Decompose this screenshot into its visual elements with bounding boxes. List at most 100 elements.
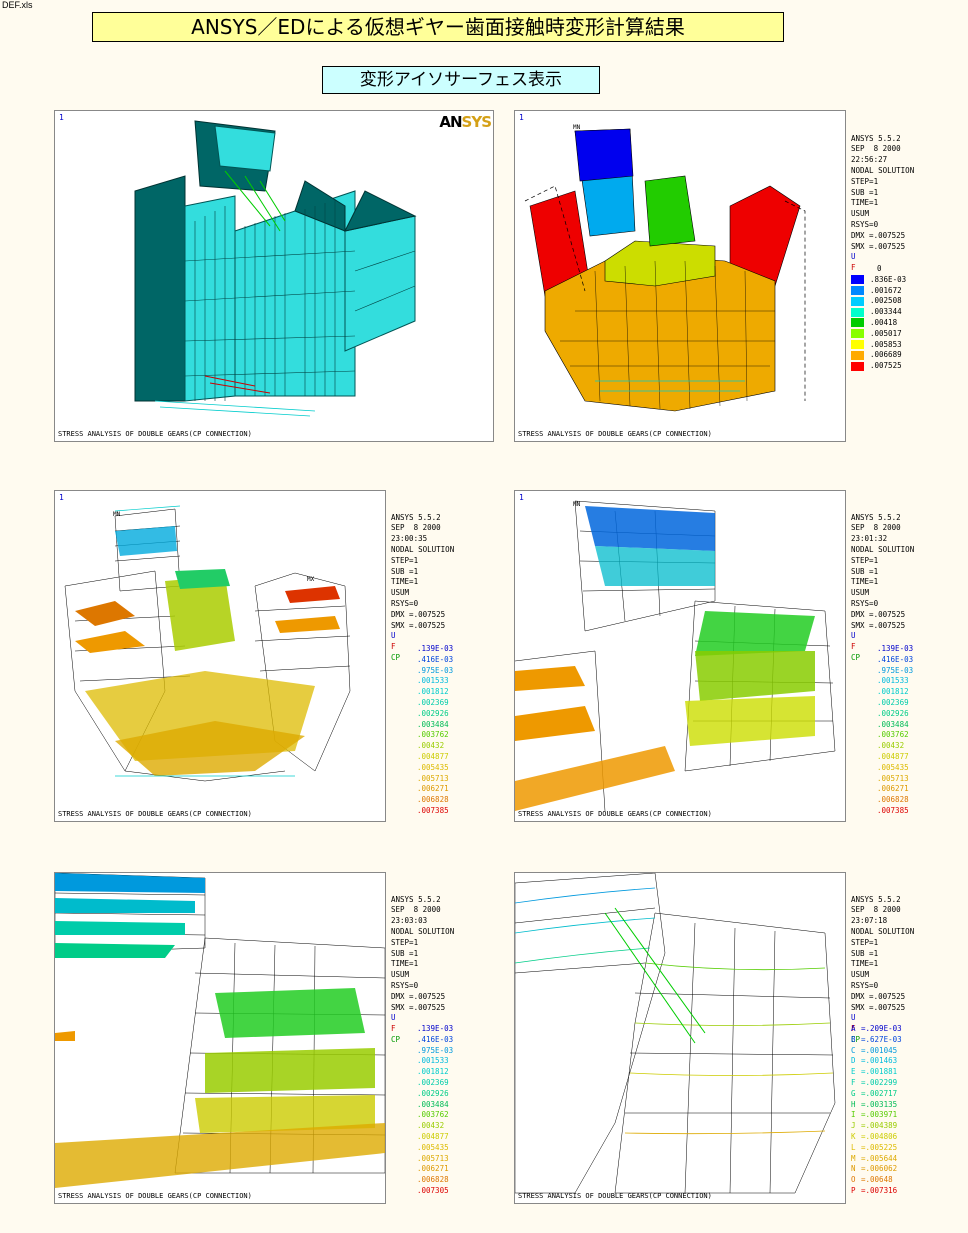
panel-caption: STRESS ANALYSIS OF DOUBLE GEARS(CP CONNE… bbox=[518, 430, 712, 438]
legend-label: =.627E-03 bbox=[861, 1034, 902, 1044]
legend-label: .139E-03 bbox=[417, 644, 454, 653]
legend-label: .002508 bbox=[870, 296, 902, 306]
legend-swatch bbox=[851, 340, 864, 350]
legend-letter: E bbox=[851, 1067, 856, 1077]
gear-contour-plot: MN bbox=[524, 124, 806, 412]
legend-label: .416E-03 bbox=[417, 654, 454, 664]
page-title: ANSYS／EDによる仮想ギヤー歯面接触時変形計算結果 bbox=[92, 12, 784, 42]
legend-label: .005713 bbox=[417, 1153, 449, 1163]
legend-row: C =.001045 bbox=[851, 1046, 902, 1057]
legend-swatch bbox=[851, 296, 864, 306]
legend-label: .416E-03 bbox=[877, 654, 914, 664]
legend-row: G =.002717 bbox=[851, 1089, 902, 1100]
legend-label: .975E-03 bbox=[417, 1045, 454, 1055]
legend-p4: .139E-03.416E-03.975E-03.001533.001812.0… bbox=[877, 644, 913, 817]
legend-letter: N bbox=[851, 1164, 856, 1174]
legend-row: P =.007316 bbox=[851, 1186, 902, 1197]
result-info-p4: ANSYS 5.5.2 SEP 8 2000 23:01:32 NODAL SOLUT… bbox=[851, 512, 915, 662]
legend-letter: P bbox=[851, 1185, 856, 1195]
legend-letter: C bbox=[851, 1045, 856, 1055]
legend-label: =.001463 bbox=[861, 1056, 898, 1066]
legend-label: =.004806 bbox=[861, 1131, 898, 1141]
panel-number: 1 bbox=[519, 113, 524, 122]
legend-label: =.006062 bbox=[861, 1164, 898, 1174]
legend-label: .004877 bbox=[417, 1131, 449, 1141]
legend-label: =.002299 bbox=[861, 1077, 898, 1087]
legend-label: =.209E-03 bbox=[861, 1024, 902, 1033]
legend-label: .007525 bbox=[870, 361, 902, 371]
legend-row: .002508 bbox=[851, 296, 906, 307]
legend-letter: H bbox=[851, 1099, 856, 1109]
legend-label: .005853 bbox=[870, 339, 902, 349]
legend-row: .001672 bbox=[851, 286, 906, 297]
mx-label: MX bbox=[307, 576, 315, 583]
legend-swatch bbox=[851, 275, 864, 285]
legend-label: .00432 bbox=[417, 1121, 445, 1131]
legend-p2: 0 .836E-03.001672.002508.003344.00418.00… bbox=[851, 264, 906, 372]
legend-row: K =.004806 bbox=[851, 1132, 902, 1143]
mn-label: MN bbox=[573, 501, 581, 508]
legend-label: .001812 bbox=[417, 687, 449, 697]
legend-row: I =.003971 bbox=[851, 1110, 902, 1121]
legend-label: .006689 bbox=[870, 350, 902, 360]
panel-contour: MN 1 STRESS ANALYSIS OF DOUBLE GEARS(CP … bbox=[514, 110, 846, 442]
legend-label: .001812 bbox=[417, 1067, 449, 1077]
legend-label: .002369 bbox=[417, 697, 449, 707]
mn-label: MN bbox=[113, 511, 121, 518]
legend-p5: .139E-03.416E-03.975E-03.001533.001812.0… bbox=[417, 1024, 453, 1197]
legend-row: .007525 bbox=[851, 361, 906, 372]
page-subtitle: 変形アイソサーフェス表示 bbox=[322, 66, 600, 94]
legend-label: .005435 bbox=[877, 762, 909, 772]
legend-label: .001533 bbox=[417, 1056, 449, 1066]
legend-row: .00418 bbox=[851, 318, 906, 329]
legend-label: .00432 bbox=[877, 741, 905, 751]
legend-row: D =.001463 bbox=[851, 1056, 902, 1067]
legend-letter: F bbox=[851, 1077, 856, 1087]
legend-label: .006828 bbox=[417, 795, 449, 805]
legend-swatch bbox=[851, 350, 864, 360]
panel-model: 1 ANSYS STRESS ANALYSIS OF DOUBLE GEARS(… bbox=[54, 110, 494, 442]
legend-row: .003344 bbox=[851, 307, 906, 318]
legend-label: .001812 bbox=[877, 687, 909, 697]
panel-number: 1 bbox=[59, 493, 64, 502]
legend-label: .003762 bbox=[417, 730, 449, 740]
legend-label: .00418 bbox=[870, 317, 898, 327]
legend-label: =.00648 bbox=[861, 1175, 893, 1185]
legend-label: .006271 bbox=[417, 784, 449, 794]
legend-label: .139E-03 bbox=[877, 644, 914, 653]
panel-caption: STRESS ANALYSIS OF DOUBLE GEARS(CP CONNE… bbox=[518, 1192, 712, 1200]
legend-swatch bbox=[851, 329, 864, 339]
legend-letter: G bbox=[851, 1088, 856, 1098]
legend-label: .975E-03 bbox=[417, 665, 454, 675]
result-info-p3: ANSYS 5.5.2 SEP 8 2000 23:00:35 NODAL SOLUT… bbox=[391, 512, 455, 662]
panel-iso-1: MN MX 1 STRESS ANALYSIS OF DOUBLE GEARS(… bbox=[54, 490, 386, 822]
legend-label: .416E-03 bbox=[417, 1034, 454, 1044]
legend-p3: .139E-03.416E-03.975E-03.001533.001812.0… bbox=[417, 644, 453, 817]
legend-swatch bbox=[851, 318, 864, 328]
legend-label: =.005225 bbox=[861, 1142, 898, 1152]
legend-label: .005435 bbox=[417, 762, 449, 772]
legend-label: .002926 bbox=[417, 1088, 449, 1098]
legend-label: =.001881 bbox=[861, 1067, 898, 1077]
gear-iso-plot-3 bbox=[55, 873, 385, 1188]
gear-iso-plot-2: MN bbox=[515, 500, 836, 812]
legend-row: .836E-03 bbox=[851, 275, 906, 286]
panel-caption: STRESS ANALYSIS OF DOUBLE GEARS(CP CONNE… bbox=[58, 810, 252, 818]
legend-row: H =.003135 bbox=[851, 1100, 902, 1111]
panel-number: 1 bbox=[519, 493, 524, 502]
legend-letter: J bbox=[851, 1121, 856, 1131]
legend-label: .005713 bbox=[877, 773, 909, 783]
legend-label: .836E-03 bbox=[870, 274, 907, 284]
gear-iso-plot-1: MN MX bbox=[64, 505, 351, 782]
legend-label: .001533 bbox=[417, 676, 449, 686]
legend-letter: O bbox=[851, 1175, 856, 1185]
legend-label: .002369 bbox=[417, 1077, 449, 1087]
legend-label: .002926 bbox=[877, 708, 909, 718]
legend-letter: M bbox=[851, 1153, 856, 1163]
panel-caption: STRESS ANALYSIS OF DOUBLE GEARS(CP CONNE… bbox=[58, 1192, 252, 1200]
gear-contourline-plot bbox=[515, 873, 836, 1194]
result-info-p6: ANSYS 5.5.2 SEP 8 2000 23:07:18 NODAL SOLUT… bbox=[851, 894, 915, 1044]
legend-label: =.007316 bbox=[861, 1185, 898, 1195]
legend-p6: A =.209E-03 B =.627E-03 C =.001045 D =.001463 E =… bbox=[851, 1024, 902, 1197]
legend-swatch bbox=[851, 307, 864, 317]
